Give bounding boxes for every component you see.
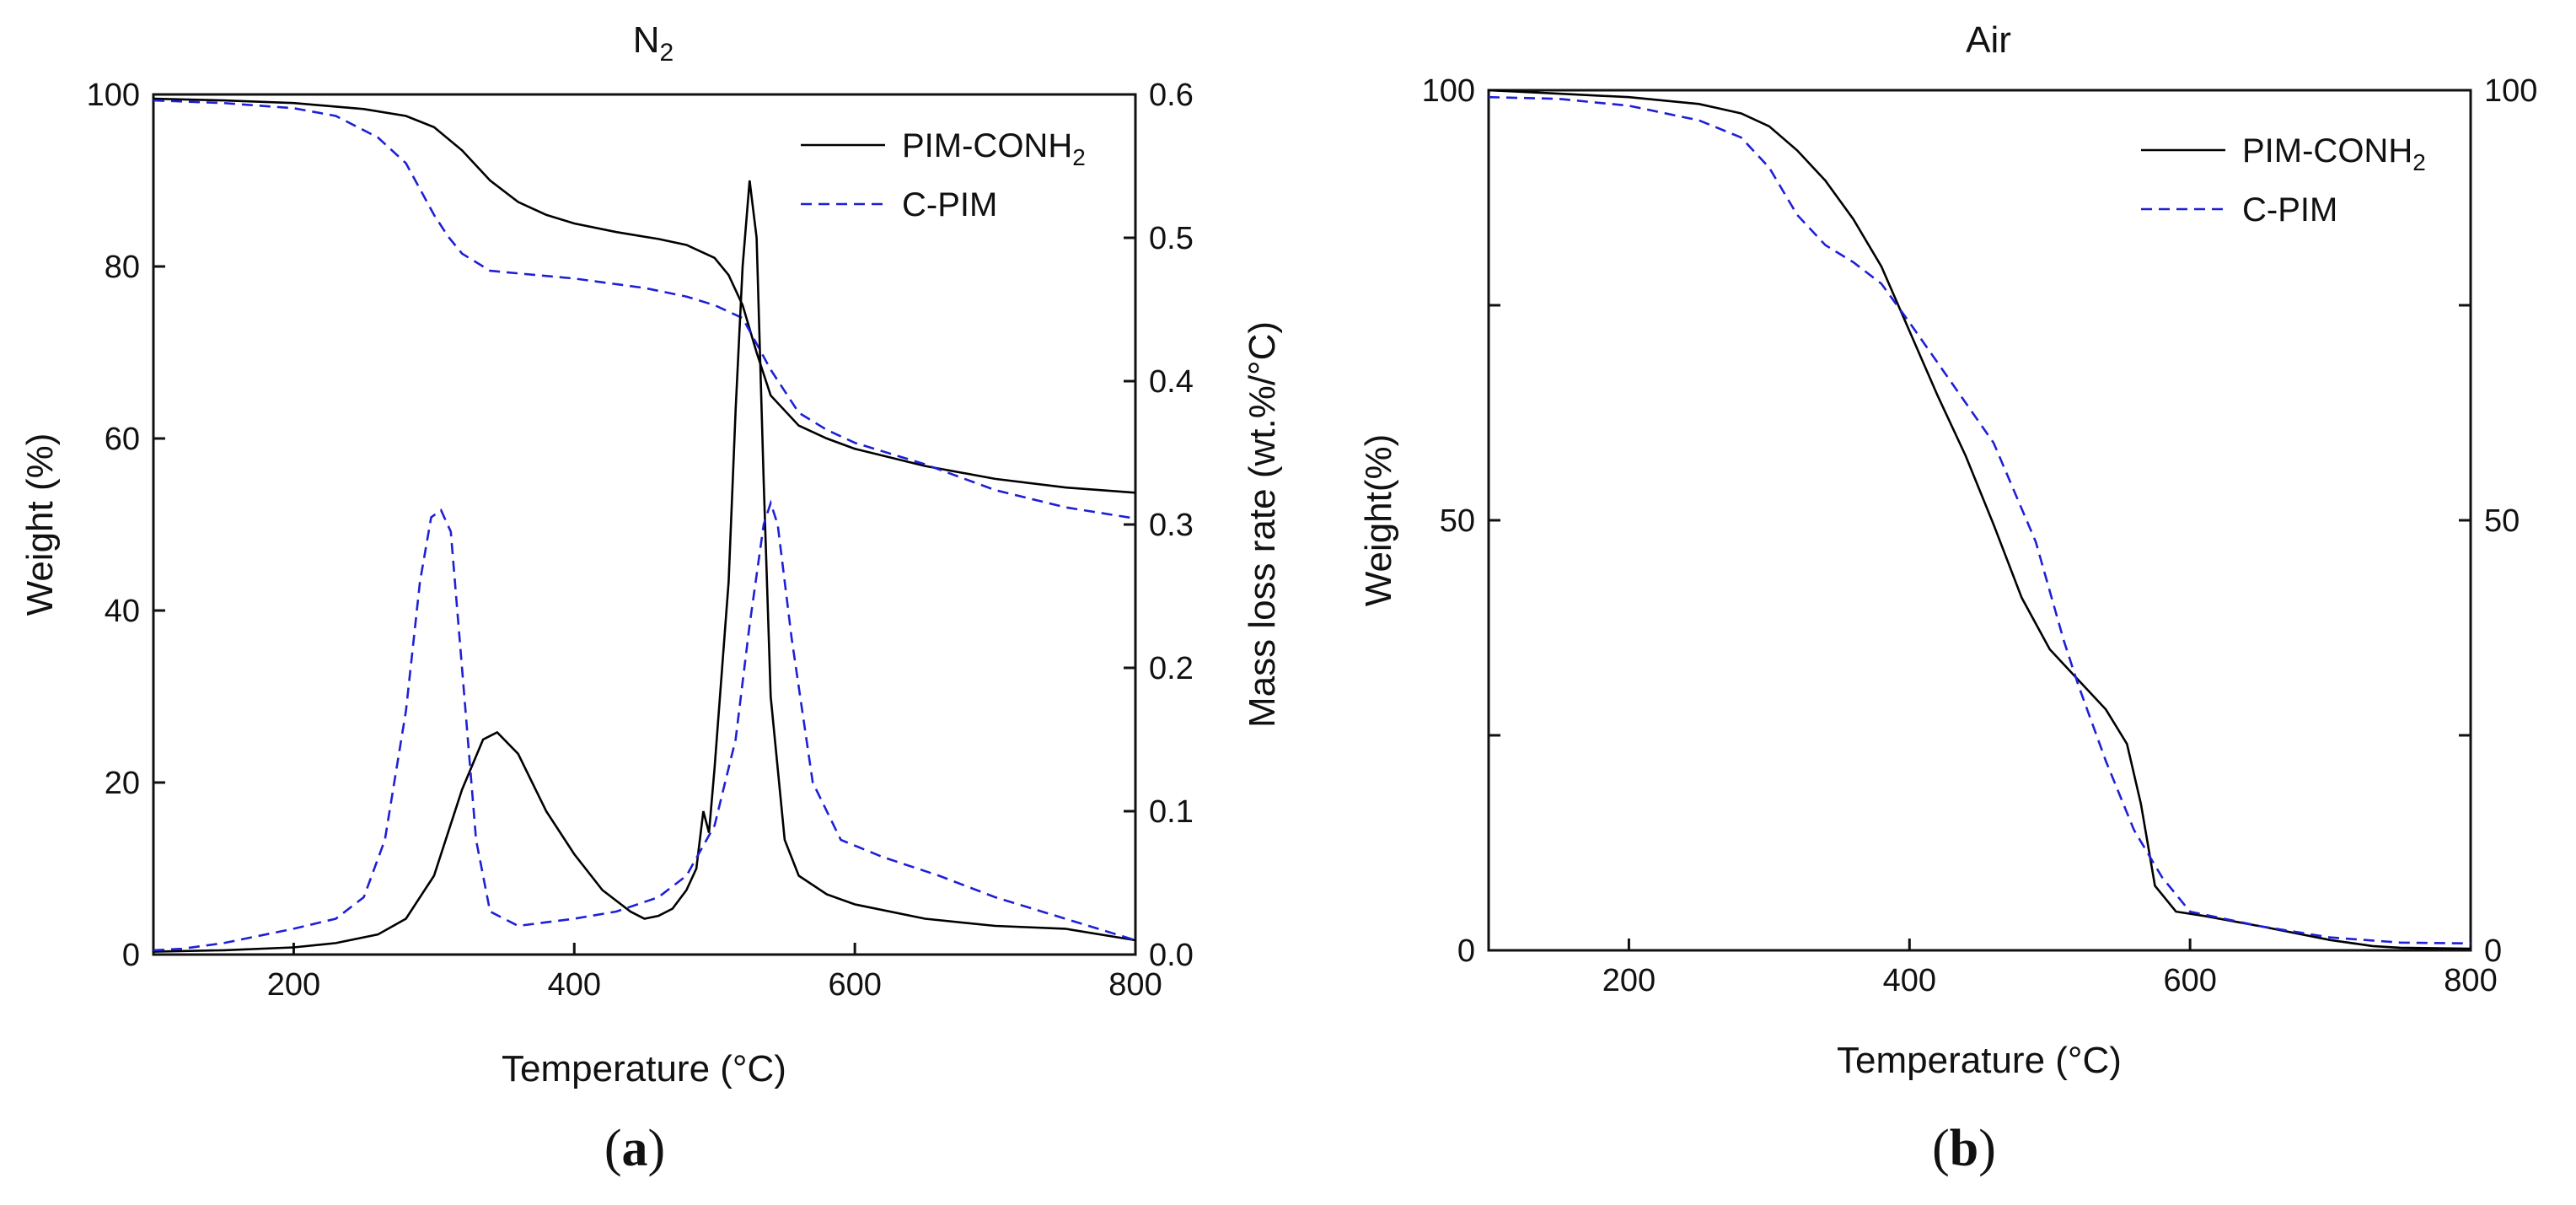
- y-tick-label: 60: [105, 422, 140, 457]
- panel-a-c-pim-weight-line: [153, 99, 1136, 520]
- x-tick-label: 800: [2444, 963, 2497, 998]
- x-tick-label: 400: [1883, 963, 1936, 998]
- panel-a-caption: (a): [604, 1120, 665, 1177]
- panel-b-series: [1488, 89, 2471, 950]
- panel-a-y-axis-title: Weight (%): [19, 433, 61, 616]
- y-tick-label: 80: [105, 250, 140, 285]
- y-tick-label: 0: [122, 938, 140, 973]
- panel-a-x-axis-title: Temperature (°C): [502, 1048, 786, 1089]
- y2-tick-label: 0.0: [1149, 938, 1194, 973]
- panel-a-legend: PIM-CONH2 C-PIM: [801, 127, 1086, 223]
- y2-tick-label: 0.1: [1149, 794, 1194, 830]
- x-tick-label: 600: [828, 967, 881, 1003]
- x-tick-label: 400: [548, 967, 601, 1003]
- panel-b: Air 200 400 600 800 0 50 100 0 50 100 Temperatu…: [1358, 19, 2537, 1177]
- panel-b-x-ticks: 200 400 600 800: [1602, 939, 2498, 998]
- panel-b-y2-ticks: 0 50 100: [2459, 73, 2537, 969]
- x-tick-label: 200: [267, 967, 320, 1003]
- x-tick-label: 600: [2163, 963, 2216, 998]
- x-tick-label: 200: [1602, 963, 1656, 998]
- y2-tick-label: 0.2: [1149, 651, 1194, 686]
- panel-a-title: N2: [633, 19, 674, 67]
- y-tick-label: 100: [87, 78, 140, 113]
- y2-tick-label: 50: [2484, 503, 2520, 539]
- y-tick-label: 100: [1422, 73, 1475, 109]
- panel-a-legend-label-c-pim: C-PIM: [902, 186, 997, 223]
- y-tick-label: 20: [105, 766, 140, 801]
- y2-tick-label: 0.5: [1149, 221, 1194, 256]
- x-tick-label: 800: [1108, 967, 1162, 1003]
- panel-a-y2-ticks: 0.0 0.1 0.2 0.3 0.4 0.5 0.6: [1124, 78, 1194, 973]
- panel-a-x-ticks: 200 400 600 800: [267, 943, 1162, 1003]
- y-tick-label: 0: [1457, 933, 1475, 969]
- panel-b-x-axis-title: Temperature (°C): [1837, 1040, 2122, 1081]
- y2-tick-label: 0: [2484, 933, 2502, 969]
- y-tick-label: 40: [105, 594, 140, 629]
- y2-tick-label: 100: [2484, 73, 2537, 109]
- y2-tick-label: 0.3: [1149, 508, 1194, 543]
- y2-tick-label: 0.6: [1149, 78, 1194, 113]
- panel-b-legend-label-c-pim: C-PIM: [2242, 191, 2337, 229]
- panel-b-y-axis-title: Weight(%): [1358, 434, 1399, 607]
- panel-b-title: Air: [1966, 19, 2011, 61]
- panel-a-y-ticks: 0 20 40 60 80 100: [87, 78, 165, 973]
- panel-a-c-pim-rate-line: [153, 499, 1136, 952]
- y2-tick-label: 0.4: [1149, 364, 1194, 400]
- panel-a-series: [153, 97, 1136, 953]
- panel-a-pim-conh2-rate-line: [153, 180, 1136, 953]
- panel-a-plot-frame: [152, 93, 1137, 956]
- panel-b-caption: (b): [1932, 1120, 1996, 1177]
- panel-b-y-ticks: 0 50 100: [1422, 73, 1500, 969]
- panel-a-legend-label-pim-conh2: PIM-CONH2: [902, 127, 1086, 170]
- panel-b-legend: PIM-CONH2 C-PIM: [2141, 132, 2426, 229]
- panel-b-c-pim-weight-line: [1488, 95, 2471, 945]
- panel-a-y2-axis-title: Mass loss rate (wt.%/°C): [1242, 321, 1283, 728]
- y-tick-label: 50: [1440, 503, 1475, 539]
- panel-a-pim-conh2-weight-line: [153, 97, 1136, 494]
- panel-b-legend-label-pim-conh2: PIM-CONH2: [2242, 132, 2426, 175]
